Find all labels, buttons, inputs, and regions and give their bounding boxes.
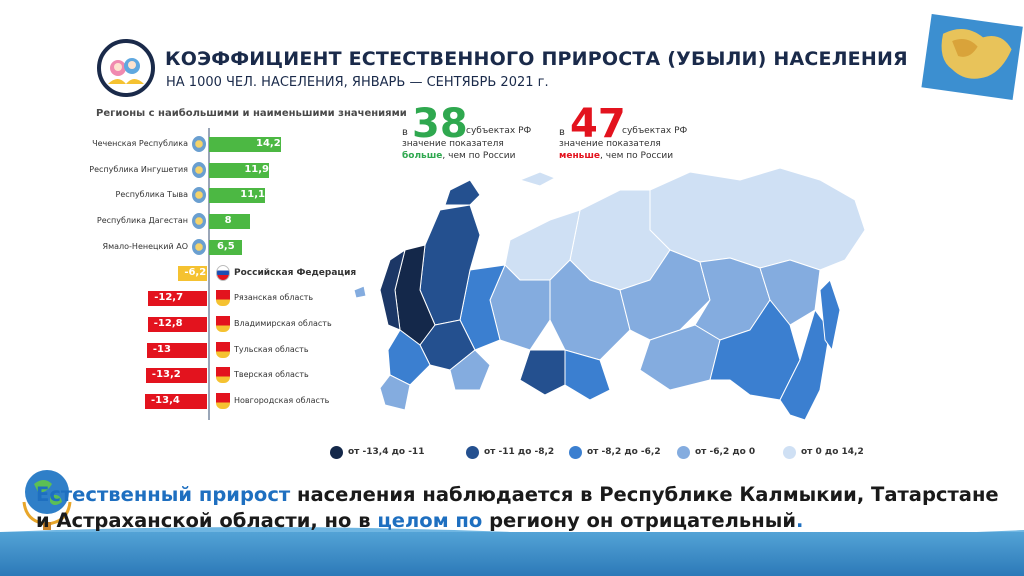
corner-map-image: [921, 14, 1023, 101]
bar-value-label: -12,8: [153, 317, 183, 329]
count-less-number: 47: [570, 101, 626, 147]
bottom-banner: [0, 532, 1024, 576]
bar: [146, 342, 207, 358]
ranking-label: Республика Тыва: [115, 190, 188, 200]
ranking-label: Тверская область: [234, 370, 309, 380]
count-more-number: 38: [412, 101, 468, 147]
ranking-label: Ямало-Ненецкий АО: [102, 241, 188, 251]
ranking-label: Владимирская область: [234, 318, 332, 328]
ranking-label: Новгородская область: [234, 396, 330, 405]
ranking-label: Чеченская Республика: [92, 139, 188, 148]
legend-label: от -8,2 до -6,2: [587, 447, 661, 457]
region-emblem-icon: [216, 393, 230, 409]
map-region: [519, 349, 566, 396]
map-region: [353, 285, 367, 299]
caption: Естественный прирост населения наблюдает…: [36, 482, 1006, 534]
caption-highlight-2: целом по: [377, 509, 483, 532]
region-emblem-icon: [216, 341, 230, 358]
ranking-label: Республика Дагестан: [96, 216, 188, 226]
region-emblem-icon: [192, 213, 206, 230]
bar: [209, 137, 281, 152]
count-less-emphasis: меньше: [559, 151, 601, 161]
legend-label: от -13,4 до -11: [348, 447, 425, 457]
bar: [145, 394, 207, 409]
map-region: [564, 349, 611, 401]
globe-icon: [22, 470, 72, 530]
count-more-prefix: в: [402, 127, 408, 138]
legend-label: от -6,2 до 0: [695, 447, 756, 457]
count-more-emphasis: больше: [402, 151, 443, 161]
region-emblem-icon: [192, 136, 206, 152]
count-more-line2: значение показателя: [402, 139, 504, 149]
bar: [148, 291, 207, 307]
bar-value-label: 11,1: [240, 189, 265, 201]
russia-map: [353, 167, 866, 421]
map-region: [779, 309, 831, 421]
legend-swatch: [466, 446, 479, 459]
bar: [209, 188, 266, 204]
bar-value-label: -6,2: [184, 266, 207, 278]
ranking-label: Тульская область: [234, 344, 309, 354]
region-emblem-icon: [192, 187, 206, 204]
count-less-line3: меньше, чем по России: [559, 151, 673, 162]
legend-swatch: [330, 446, 343, 459]
ranking-label: Российская Федерация: [234, 267, 357, 278]
map-region: [444, 179, 481, 206]
region-emblem-icon: [216, 315, 230, 332]
bar: [209, 239, 242, 255]
caption-highlight-1: Естественный прирост: [36, 483, 291, 506]
caption-text-1: населения наблюдается в Республике Калмы…: [36, 483, 999, 532]
bar-value-label: 11,9: [244, 163, 270, 175]
count-less-line2: значение показателя: [559, 139, 661, 149]
logo-icon: [97, 39, 155, 97]
ranking-label: Рязанская область: [234, 293, 314, 303]
region-emblem-icon: [216, 290, 230, 307]
map-region: [449, 349, 491, 391]
bar-value-label: -13,4: [151, 395, 180, 406]
bar-value-label: -13: [152, 343, 171, 355]
region-emblem-icon: [192, 161, 206, 178]
count-less-rest: , чем по России: [600, 151, 674, 161]
count-less-line1: субъектах РФ: [622, 126, 688, 136]
region-emblem-icon: [216, 367, 230, 384]
map-region: [819, 279, 841, 351]
legend-swatch: [569, 446, 582, 459]
bar-value-label: -12,7: [154, 292, 184, 304]
caption-period: .: [796, 509, 804, 532]
legend-swatch: [677, 446, 690, 459]
ranking-title: Регионы с наибольшими и наименьшими знач…: [96, 108, 407, 119]
russia-flag-icon: [216, 264, 230, 281]
bar-value-label: 8: [224, 215, 232, 227]
count-more-line3: больше, чем по России: [402, 151, 515, 162]
page-subtitle: НА 1000 ЧЕЛ. НАСЕЛЕНИЯ, ЯНВАРЬ — СЕНТЯБР…: [166, 75, 549, 90]
bar-value-label: -13,2: [151, 369, 181, 381]
bar: [209, 214, 250, 230]
legend-label: от 0 до 14,2: [801, 447, 864, 457]
bar: [147, 316, 207, 332]
map-region: [519, 171, 556, 187]
bar-value-label: 6,5: [216, 240, 235, 252]
caption-text-2: региону он отрицательный: [482, 509, 797, 532]
bar: [209, 162, 270, 178]
count-more-rest: , чем по России: [442, 151, 516, 161]
legend-label: от -11 до -8,2: [484, 447, 555, 457]
bar-value-label: 14,2: [256, 138, 281, 149]
bar: [145, 368, 207, 384]
legend-swatch: [783, 446, 796, 459]
count-more-line1: субъектах РФ: [466, 126, 532, 136]
page-title: КОЭФФИЦИЕНТ ЕСТЕСТВЕННОГО ПРИРОСТА (УБЫЛ…: [165, 48, 908, 70]
ranking-label: Республика Ингушетия: [89, 164, 188, 174]
count-less-prefix: в: [559, 127, 565, 138]
bar: [178, 265, 207, 281]
region-emblem-icon: [192, 238, 206, 255]
ranking-axis: [208, 128, 210, 420]
map-region: [379, 374, 411, 411]
